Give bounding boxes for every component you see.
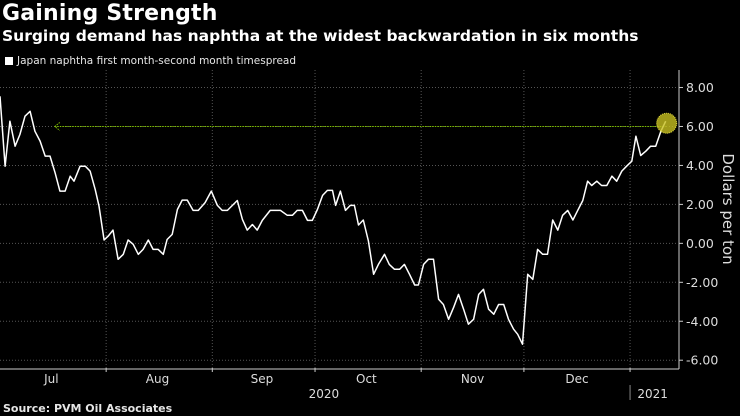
source-note: Source: PVM Oil Associates	[3, 402, 173, 415]
y-axis-label: Dollars per ton	[719, 153, 737, 264]
legend-label: Japan naphtha first month-second month t…	[17, 55, 297, 67]
year-label: 2020	[309, 387, 340, 401]
x-tick-label: Oct	[356, 372, 377, 386]
y-tick-label: -4.00	[686, 314, 718, 329]
highlight-marker	[656, 112, 678, 134]
x-tick-label: Nov	[461, 372, 484, 386]
y-tick-label: 6.00	[686, 119, 714, 134]
chart-title: Gaining Strength	[2, 1, 218, 26]
legend: Japan naphtha first month-second month t…	[5, 55, 296, 67]
y-tick-label: -6.00	[686, 353, 718, 368]
y-tick-label: 4.00	[686, 158, 714, 173]
arrow-left-icon	[53, 122, 61, 131]
y-tick-label: 2.00	[686, 197, 714, 212]
legend-swatch-icon	[5, 57, 13, 65]
y-tick-label: -2.00	[686, 275, 718, 290]
x-tick-label: Jul	[43, 372, 58, 386]
y-tick-label: 0.00	[686, 236, 714, 251]
chart-subtitle: Surging demand has naphtha at the widest…	[2, 27, 639, 45]
y-tick-label: 8.00	[686, 80, 714, 95]
year-label: 2021	[637, 387, 668, 401]
series-line	[0, 96, 667, 345]
x-tick-label: Sep	[251, 372, 274, 386]
x-tick-label: Dec	[565, 372, 588, 386]
x-tick-label: Aug	[146, 372, 169, 386]
